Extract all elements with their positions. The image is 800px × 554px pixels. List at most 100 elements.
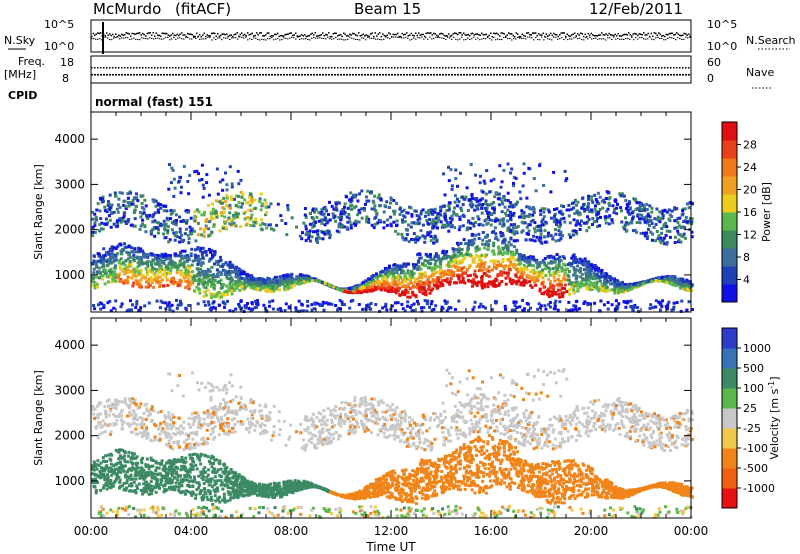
nave-sample: [229, 67, 231, 69]
nsky-sample: [278, 35, 280, 38]
scatter-point: [184, 221, 188, 225]
scatter-point: [504, 307, 507, 311]
nave-sample: [247, 67, 249, 69]
scatter-point: [532, 177, 536, 180]
scatter-point: [579, 224, 583, 228]
scatter-point: [453, 226, 457, 229]
scatter-point: [429, 230, 433, 234]
scatter-point: [121, 218, 125, 222]
scatter-point: [431, 218, 435, 222]
scatter-point: [567, 270, 571, 274]
freq-sample: [496, 74, 498, 76]
nave-sample: [388, 67, 390, 69]
scatter-point: [485, 274, 489, 277]
scatter-point: [297, 282, 301, 286]
scatter-point: [531, 264, 535, 267]
freq-sample: [577, 74, 579, 76]
scatter-point: [356, 213, 360, 217]
nsearch-sample: [315, 37, 317, 39]
nave-sample: [640, 67, 642, 69]
scatter-point: [439, 268, 443, 272]
nave-sample: [649, 67, 651, 69]
scatter-point: [295, 276, 299, 280]
nsearch-sample: [617, 38, 619, 40]
scatter-point: [234, 307, 238, 311]
scatter-point: [179, 270, 183, 274]
scatter-point: [406, 269, 410, 273]
freq-sample: [463, 74, 465, 76]
scatter-point: [148, 213, 152, 217]
nsky-sample: [296, 35, 298, 37]
nsearch-sample: [493, 36, 495, 38]
scatter-point: [515, 251, 519, 255]
scatter-point: [567, 288, 571, 292]
scatter-point: [114, 258, 118, 262]
freq-unit-label: [MHz]: [4, 68, 36, 81]
scatter-point: [143, 198, 147, 202]
scatter-point: [582, 203, 585, 207]
scatter-point: [224, 204, 228, 207]
scatter-point: [208, 257, 212, 261]
nave-sample: [151, 67, 153, 69]
scatter-point: [137, 249, 141, 253]
scatter-point: [205, 281, 209, 285]
scatter-point: [547, 303, 551, 307]
freq-sample: [328, 74, 330, 76]
freq-sample: [682, 74, 684, 76]
nave-sample: [382, 67, 384, 69]
scatter-point: [536, 228, 540, 232]
nsky-sample: [326, 34, 328, 36]
scatter-point: [110, 280, 114, 284]
scatter-point: [201, 246, 205, 250]
nsky-sample: [365, 34, 367, 36]
scatter-point: [139, 247, 143, 251]
nsky-sample: [347, 35, 349, 37]
scatter-point: [265, 279, 269, 282]
scatter-point: [156, 203, 160, 207]
scatter-point: [200, 213, 204, 217]
scatter-point: [487, 265, 491, 269]
scatter-point: [268, 223, 272, 227]
scatter-point: [237, 303, 241, 306]
scatter-point: [631, 215, 635, 219]
scatter-point: [314, 230, 318, 234]
scatter-point: [145, 253, 149, 256]
scatter-point: [553, 302, 557, 306]
scatter-point: [500, 180, 504, 184]
freq-sample: [391, 74, 393, 76]
nsky-sample: [655, 32, 657, 35]
scatter-point: [350, 195, 354, 199]
freq-sample: [160, 74, 162, 76]
nave-sample: [160, 67, 162, 69]
scatter-point: [219, 278, 223, 282]
freq-sample: [430, 74, 432, 76]
nsky-sample: [668, 32, 670, 35]
scatter-point: [452, 249, 456, 253]
scatter-point: [567, 309, 571, 313]
nave-sample: [220, 67, 222, 69]
scatter-point: [570, 283, 574, 286]
scatter-point: [228, 211, 232, 215]
scatter-point: [681, 209, 685, 213]
nsky-sample: [470, 32, 472, 35]
scatter-point: [249, 224, 253, 227]
scatter-point: [458, 261, 462, 265]
freq-sample: [661, 74, 663, 76]
nsky-sample: [142, 32, 144, 35]
scatter-point: [427, 275, 431, 279]
scatter-point: [529, 255, 532, 259]
scatter-point: [506, 162, 510, 166]
freq-sample: [232, 74, 234, 76]
scatter-point: [248, 203, 252, 207]
scatter-point: [252, 281, 256, 285]
scatter-point: [673, 219, 677, 223]
nsearch-sample: [535, 37, 537, 39]
scatter-point: [527, 255, 531, 259]
nsky-sample: [658, 32, 660, 34]
nsky-sample: [628, 32, 630, 34]
nsky-sample: [416, 34, 418, 37]
scatter-point: [596, 191, 600, 195]
nave-sample: [568, 67, 570, 69]
scatter-point: [380, 274, 384, 278]
freq-sample: [388, 74, 390, 76]
